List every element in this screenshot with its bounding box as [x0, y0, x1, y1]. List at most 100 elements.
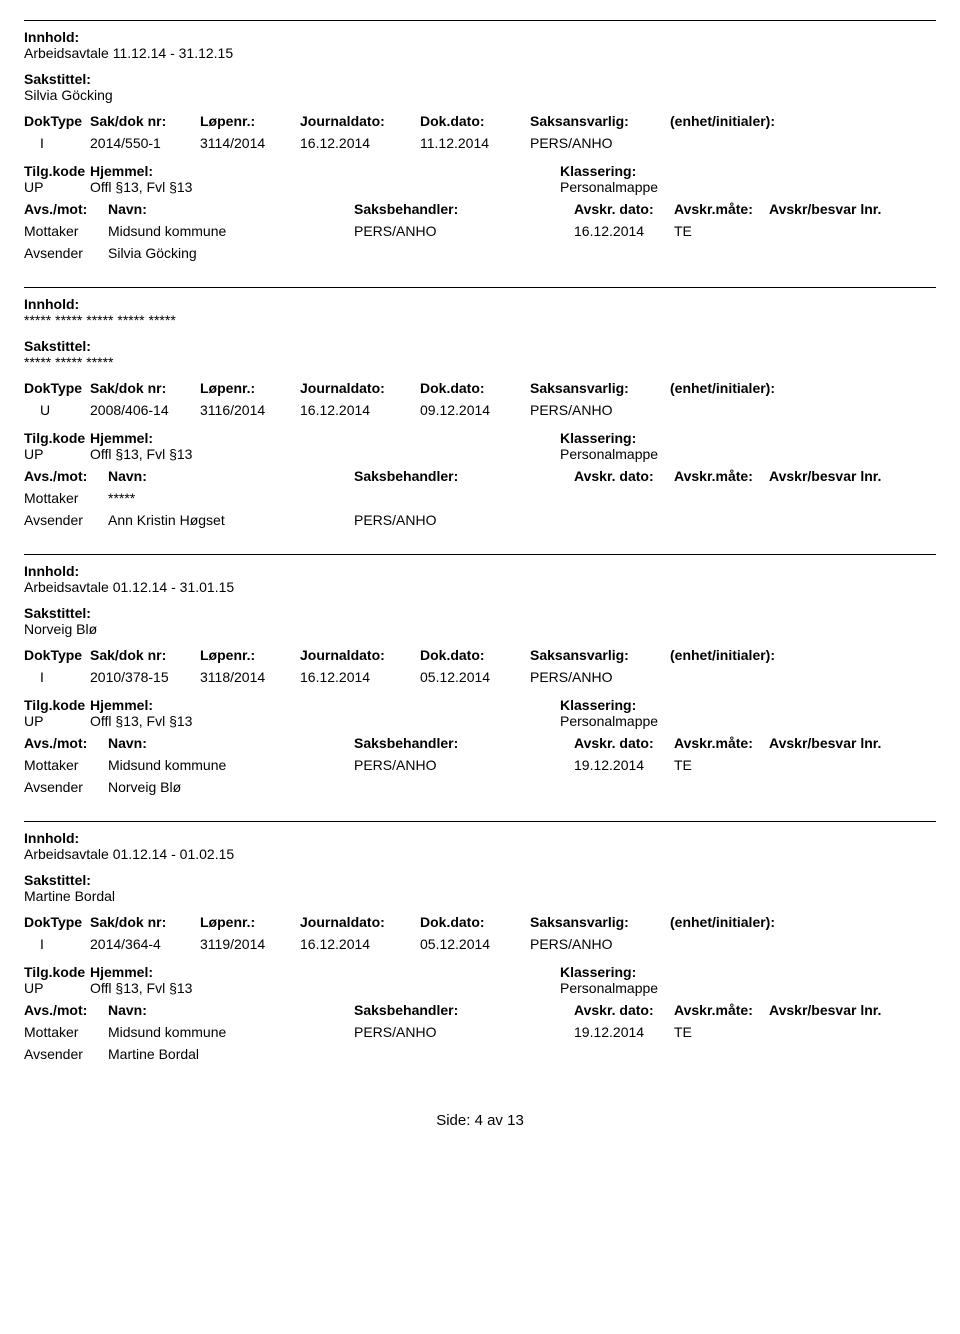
tilgkode-label: Tilg.kode [24, 697, 90, 713]
journal-entry: Innhold: ***** ***** ***** ***** ***** S… [24, 287, 936, 548]
party-saksbehandler [354, 490, 574, 506]
dokdato-label: Dok.dato: [420, 914, 530, 930]
saksbehandler-label: Saksbehandler: [354, 1002, 574, 1018]
innhold-value: Arbeidsavtale 11.12.14 - 31.12.15 [24, 45, 936, 61]
journaldato-label: Journaldato: [300, 914, 420, 930]
avskrbesvar-label: Avskr/besvar lnr. [769, 1002, 936, 1018]
party-navn: Norveig Blø [108, 779, 354, 795]
klassering-value: Personalmappe [560, 179, 936, 195]
avskrdato-label: Avskr. dato: [574, 1002, 674, 1018]
innhold-label: Innhold: [24, 296, 936, 312]
sakstittel-value: Silvia Göcking [24, 87, 936, 103]
journaldato-label: Journaldato: [300, 113, 420, 129]
enhet-label: (enhet/initialer): [670, 647, 936, 663]
lopenr-label: Løpenr.: [200, 914, 300, 930]
party-navn: Silvia Göcking [108, 245, 354, 261]
party-avskrmate [674, 512, 724, 528]
party-avskrmate [674, 1046, 724, 1062]
journaldato-value: 16.12.2014 [300, 669, 420, 685]
sakdok-value: 2014/364-4 [90, 936, 200, 952]
party-row: Mottaker Midsund kommune PERS/ANHO 19.12… [24, 757, 936, 773]
dokdato-label: Dok.dato: [420, 380, 530, 396]
party-saksbehandler: PERS/ANHO [354, 512, 574, 528]
dokdato-value: 11.12.2014 [420, 135, 530, 151]
klassering-label: Klassering: [560, 697, 936, 713]
hjemmel-label: Hjemmel: [90, 163, 420, 179]
tilgkode-value: UP [24, 179, 90, 195]
dokdato-value: 05.12.2014 [420, 936, 530, 952]
klassering-value: Personalmappe [560, 980, 936, 996]
party-avskrdato: 19.12.2014 [574, 757, 674, 773]
party-saksbehandler: PERS/ANHO [354, 1024, 574, 1040]
party-avskrdato [574, 490, 674, 506]
party-avskrmate: TE [674, 757, 724, 773]
sakdok-value: 2014/550-1 [90, 135, 200, 151]
party-role: Mottaker [24, 757, 108, 773]
enhet-label: (enhet/initialer): [670, 914, 936, 930]
hjemmel-label: Hjemmel: [90, 430, 420, 446]
lopenr-value: 3116/2014 [200, 402, 300, 418]
party-avskrmate: TE [674, 223, 724, 239]
saksansvarlig-value: PERS/ANHO [530, 402, 670, 418]
party-avskrmate [674, 490, 724, 506]
avskrbesvar-label: Avskr/besvar lnr. [769, 468, 936, 484]
avsmot-label: Avs./mot: [24, 468, 108, 484]
party-avskrmate [674, 245, 724, 261]
dokdato-value: 09.12.2014 [420, 402, 530, 418]
lopenr-label: Løpenr.: [200, 380, 300, 396]
tilgkode-value: UP [24, 446, 90, 462]
avskrdato-label: Avskr. dato: [574, 735, 674, 751]
sakdok-label: Sak/dok nr: [90, 914, 200, 930]
party-avskrdato [574, 245, 674, 261]
innhold-value: Arbeidsavtale 01.12.14 - 01.02.15 [24, 846, 936, 862]
sakdok-label: Sak/dok nr: [90, 113, 200, 129]
party-navn: Midsund kommune [108, 223, 354, 239]
avsmot-label: Avs./mot: [24, 201, 108, 217]
lopenr-value: 3119/2014 [200, 936, 300, 952]
party-row: Mottaker ***** [24, 490, 936, 506]
saksansvarlig-value: PERS/ANHO [530, 669, 670, 685]
hjemmel-value: Offl §13, Fvl §13 [90, 713, 420, 729]
avskrmate-label: Avskr.måte: [674, 735, 769, 751]
sakstittel-value: Norveig Blø [24, 621, 936, 637]
tilgkode-label: Tilg.kode [24, 163, 90, 179]
hjemmel-label: Hjemmel: [90, 697, 420, 713]
party-avskrdato [574, 512, 674, 528]
lopenr-value: 3118/2014 [200, 669, 300, 685]
sakstittel-value: Martine Bordal [24, 888, 936, 904]
party-row: Mottaker Midsund kommune PERS/ANHO 16.12… [24, 223, 936, 239]
hjemmel-value: Offl §13, Fvl §13 [90, 179, 420, 195]
innhold-label: Innhold: [24, 29, 936, 45]
sakstittel-label: Sakstittel: [24, 605, 936, 621]
saksbehandler-label: Saksbehandler: [354, 201, 574, 217]
party-navn: Midsund kommune [108, 757, 354, 773]
doktype-label: DokType [24, 914, 90, 930]
doktype-value: U [24, 402, 90, 418]
enhet-label: (enhet/initialer): [670, 380, 936, 396]
lopenr-label: Løpenr.: [200, 113, 300, 129]
saksbehandler-label: Saksbehandler: [354, 735, 574, 751]
party-saksbehandler [354, 779, 574, 795]
doktype-value: I [24, 936, 90, 952]
hjemmel-label: Hjemmel: [90, 964, 420, 980]
party-navn: Ann Kristin Høgset [108, 512, 354, 528]
hjemmel-value: Offl §13, Fvl §13 [90, 446, 420, 462]
journal-entry: Innhold: Arbeidsavtale 11.12.14 - 31.12.… [24, 20, 936, 281]
parties-container: Mottaker Midsund kommune PERS/ANHO 19.12… [24, 1024, 936, 1062]
navn-label: Navn: [108, 468, 354, 484]
avskrmate-label: Avskr.måte: [674, 468, 769, 484]
saksansvarlig-value: PERS/ANHO [530, 135, 670, 151]
doktype-label: DokType [24, 380, 90, 396]
innhold-label: Innhold: [24, 830, 936, 846]
journaldato-label: Journaldato: [300, 647, 420, 663]
journaldato-value: 16.12.2014 [300, 135, 420, 151]
sakstittel-label: Sakstittel: [24, 872, 936, 888]
saksansvarlig-value: PERS/ANHO [530, 936, 670, 952]
journal-entry: Innhold: Arbeidsavtale 01.12.14 - 31.01.… [24, 554, 936, 815]
avskrdato-label: Avskr. dato: [574, 201, 674, 217]
party-saksbehandler: PERS/ANHO [354, 223, 574, 239]
party-saksbehandler: PERS/ANHO [354, 757, 574, 773]
klassering-label: Klassering: [560, 163, 936, 179]
enhet-label: (enhet/initialer): [670, 113, 936, 129]
navn-label: Navn: [108, 735, 354, 751]
